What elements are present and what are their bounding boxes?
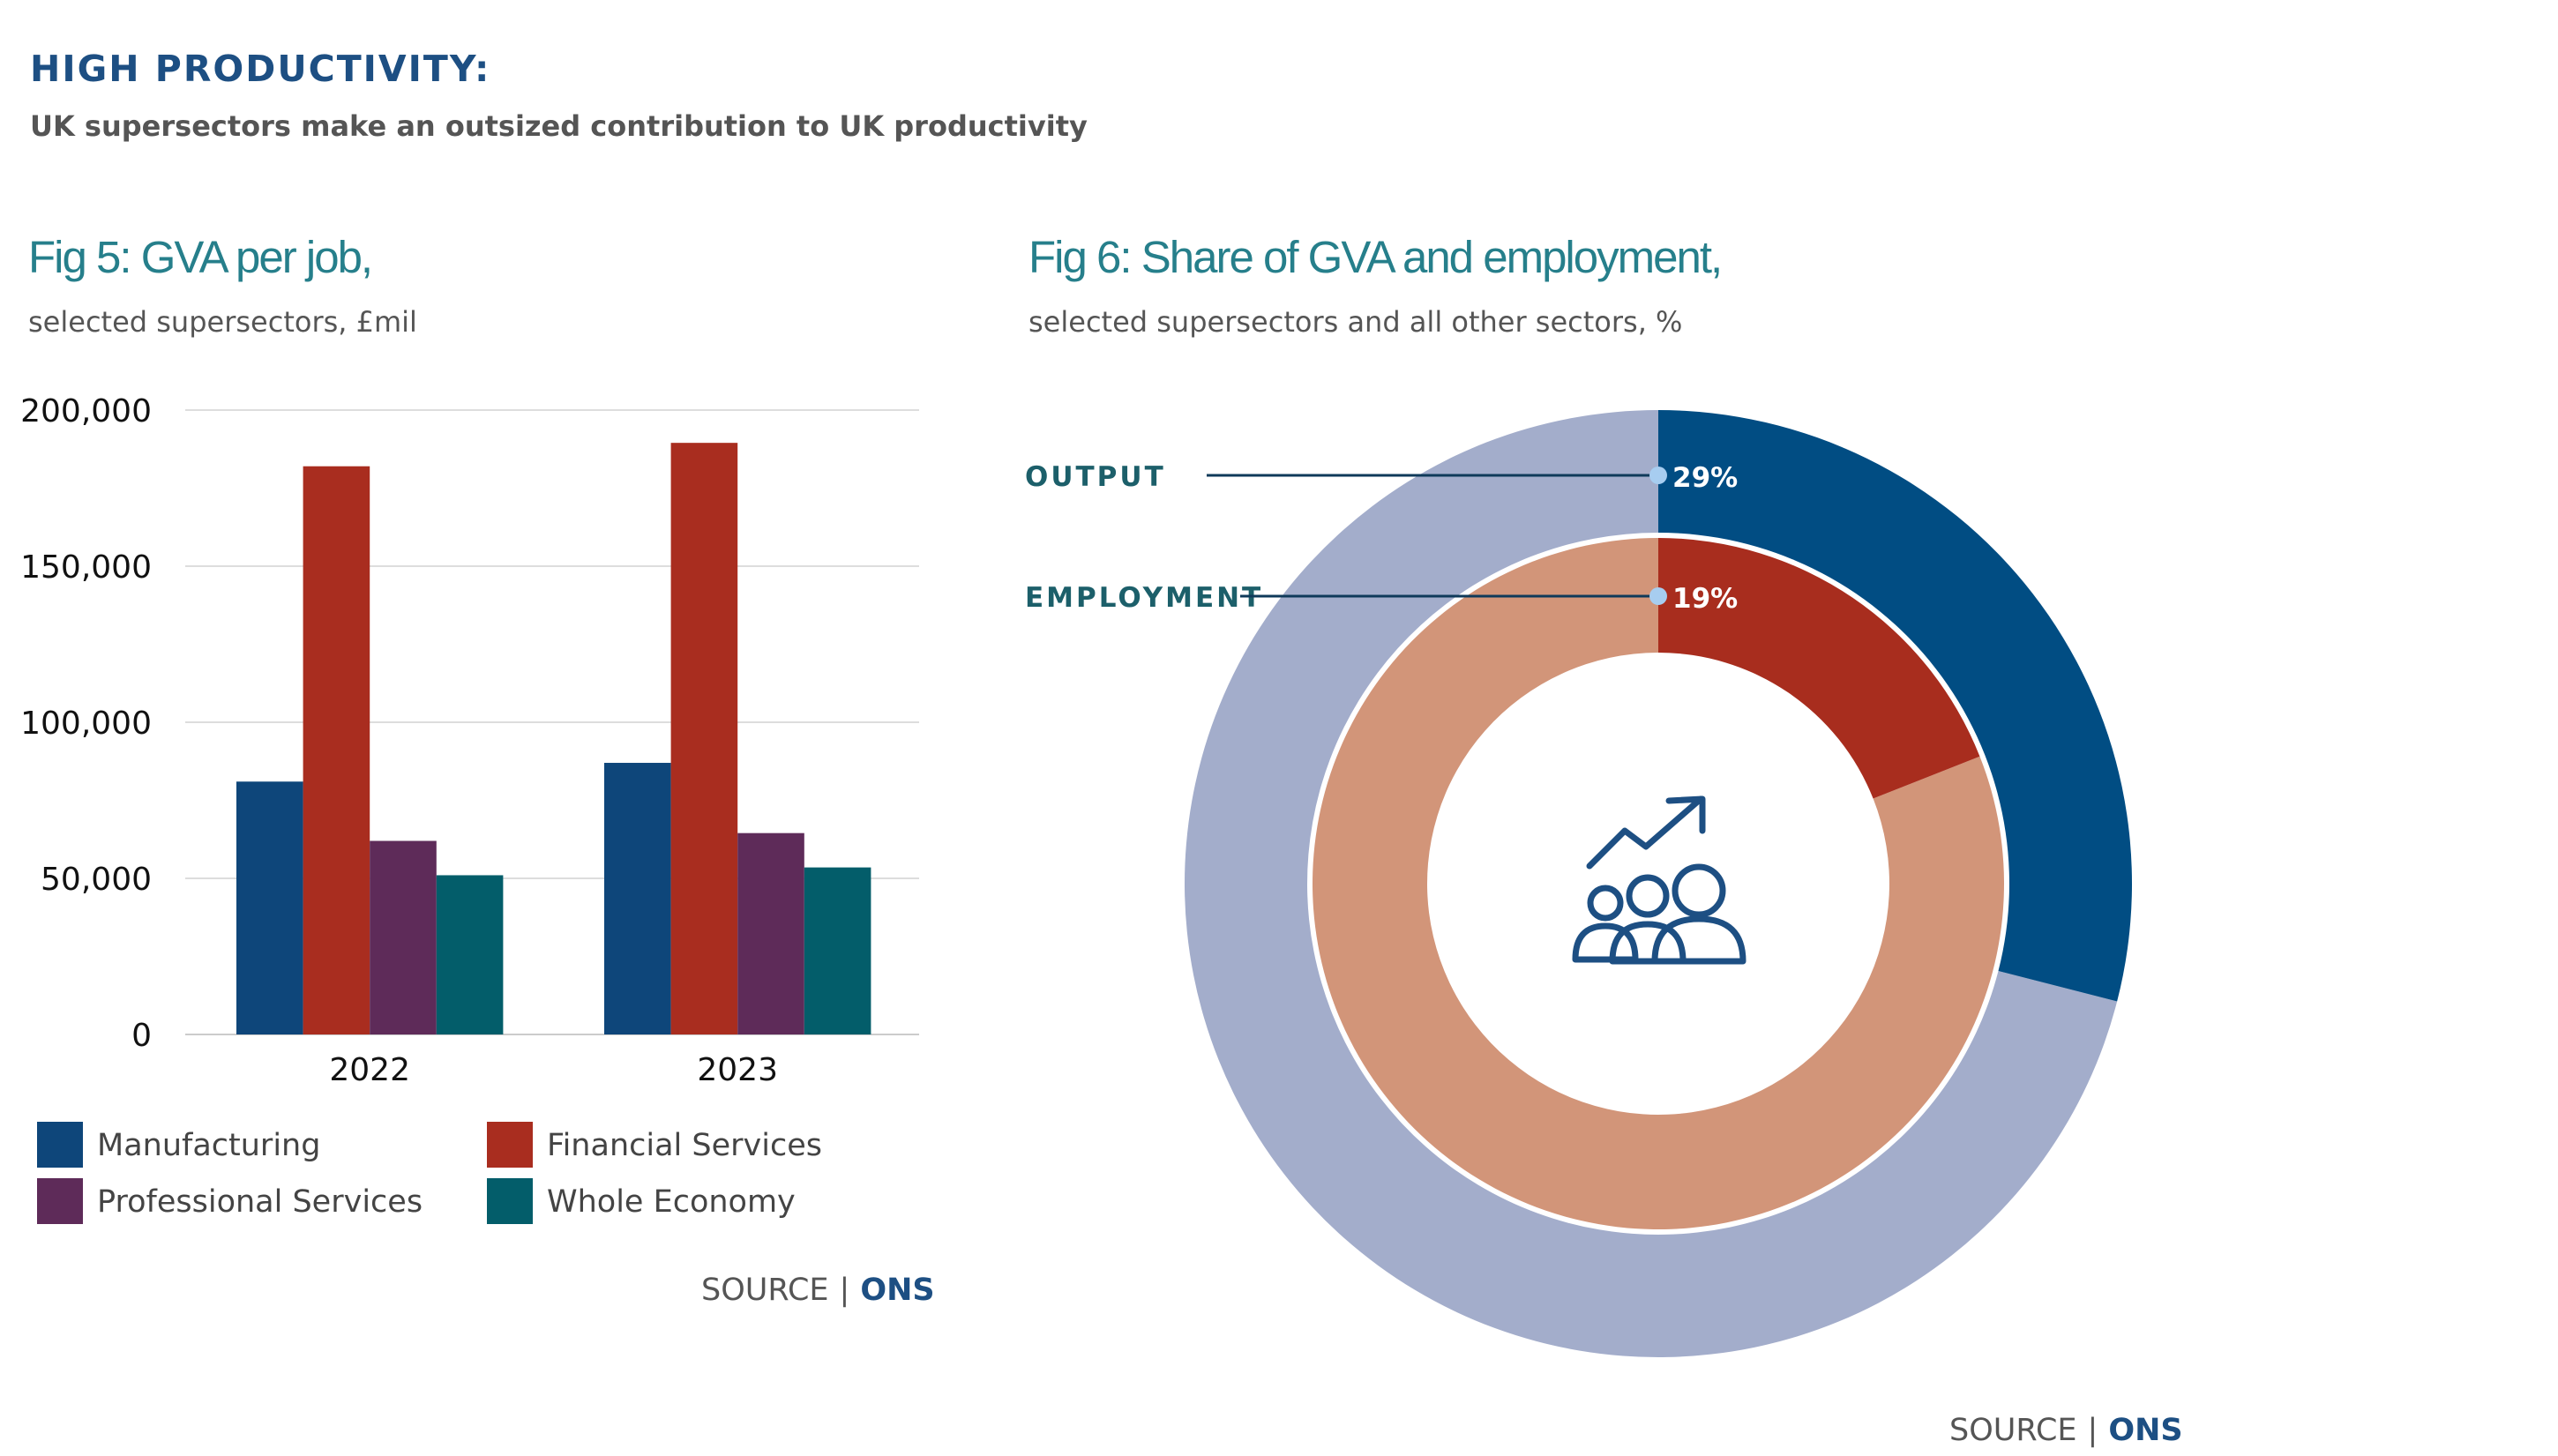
legend-label: Whole Economy bbox=[547, 1184, 796, 1220]
fig6-source-separator: | bbox=[2087, 1413, 2098, 1448]
x-tick-label: 2022 bbox=[329, 1052, 410, 1088]
donut-inner-employment-slice bbox=[1658, 538, 1980, 799]
annotation-dot bbox=[1649, 467, 1667, 484]
fig5-source-org: ONS bbox=[860, 1273, 935, 1308]
bar-chart: 0 50,000 100,000 150,000 200,000 2022 2023 Manu… bbox=[20, 393, 919, 1224]
fig5-title: Fig 5: GVA per job, bbox=[28, 232, 373, 282]
legend-swatch bbox=[487, 1122, 533, 1168]
x-tick-label: 2023 bbox=[697, 1052, 778, 1088]
page-headline: HIGH PRODUCTIVITY: bbox=[30, 48, 491, 90]
donut-inner-rest-slice bbox=[1313, 538, 2004, 1229]
bar-financial-services-2023 bbox=[670, 443, 738, 1034]
fig5-source-label: SOURCE bbox=[701, 1273, 829, 1308]
annotation-value-employment: 19% bbox=[1672, 583, 1738, 615]
person-body-icon bbox=[1609, 921, 1687, 965]
y-tick-label: 100,000 bbox=[20, 706, 152, 742]
person-head-icon bbox=[1672, 863, 1726, 918]
bar-manufacturing-2022 bbox=[236, 781, 303, 1034]
page-subheadline: UK supersectors make an outsized contrib… bbox=[30, 109, 1088, 143]
legend-label: Professional Services bbox=[97, 1184, 423, 1220]
bar-whole-economy-2023 bbox=[804, 867, 871, 1034]
legend-swatch bbox=[37, 1122, 83, 1168]
fig5-subtitle: selected supersectors, £mil bbox=[28, 305, 417, 339]
y-tick-label: 200,000 bbox=[20, 393, 152, 429]
legend-label: Financial Services bbox=[547, 1128, 822, 1163]
donut-outer-output-slice bbox=[1658, 410, 2132, 1002]
person-head-icon bbox=[1587, 885, 1624, 922]
annotation-label-employment: EMPLOYMENT bbox=[1025, 582, 1263, 614]
annotation-dot bbox=[1649, 587, 1667, 605]
annotation-label-output: OUTPUT bbox=[1025, 461, 1166, 493]
legend-swatch bbox=[37, 1178, 83, 1224]
growth-people-icon bbox=[1572, 795, 1746, 965]
legend-label: Manufacturing bbox=[97, 1128, 320, 1163]
person-body-icon bbox=[1651, 915, 1746, 965]
person-body-icon bbox=[1572, 922, 1639, 963]
fig6-source-label: SOURCE bbox=[1949, 1413, 2077, 1448]
person-head-icon bbox=[1626, 874, 1670, 918]
fig6-source: SOURCE | ONS bbox=[1949, 1413, 2183, 1448]
y-tick-label: 0 bbox=[131, 1018, 152, 1054]
fig6-subtitle: selected supersectors and all other sect… bbox=[1028, 305, 1683, 339]
legend-swatch bbox=[487, 1178, 533, 1224]
bar-manufacturing-2023 bbox=[604, 763, 671, 1034]
fig6-source-org: ONS bbox=[2108, 1413, 2183, 1448]
fig5-source: SOURCE | ONS bbox=[701, 1273, 935, 1308]
bar-professional-services-2022 bbox=[370, 840, 437, 1034]
bar-professional-services-2023 bbox=[737, 833, 804, 1034]
bar-financial-services-2022 bbox=[303, 466, 370, 1034]
annotation-value-output: 29% bbox=[1672, 462, 1738, 494]
fig5-source-separator: | bbox=[839, 1273, 850, 1308]
y-tick-label: 150,000 bbox=[20, 549, 152, 586]
growth-arrow-icon bbox=[1586, 795, 1706, 870]
bar-whole-economy-2022 bbox=[436, 875, 504, 1034]
fig6-title: Fig 6: Share of GVA and employment, bbox=[1028, 232, 1723, 282]
donut-chart: OUTPUT 29% EMPLOYMENT 19% bbox=[1025, 410, 2132, 1357]
y-tick-label: 50,000 bbox=[41, 862, 152, 898]
